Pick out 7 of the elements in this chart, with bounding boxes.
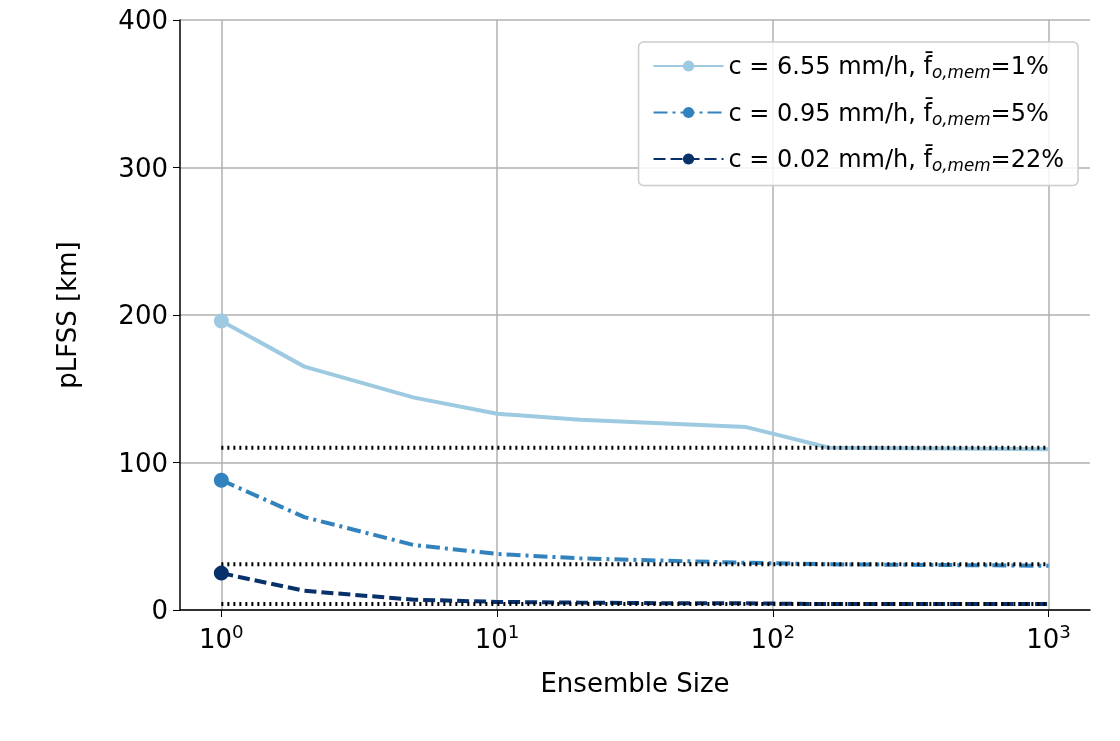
x-axis-title: Ensemble Size <box>540 668 730 698</box>
y-tick-label: 400 <box>118 5 168 35</box>
y-tick-label: 100 <box>118 447 168 478</box>
y-tick-label: 0 <box>151 595 168 625</box>
y-tick-label: 200 <box>118 300 168 330</box>
y-tick-label: 300 <box>118 152 168 183</box>
y-axis-title: pLFSS [km] <box>52 241 82 389</box>
